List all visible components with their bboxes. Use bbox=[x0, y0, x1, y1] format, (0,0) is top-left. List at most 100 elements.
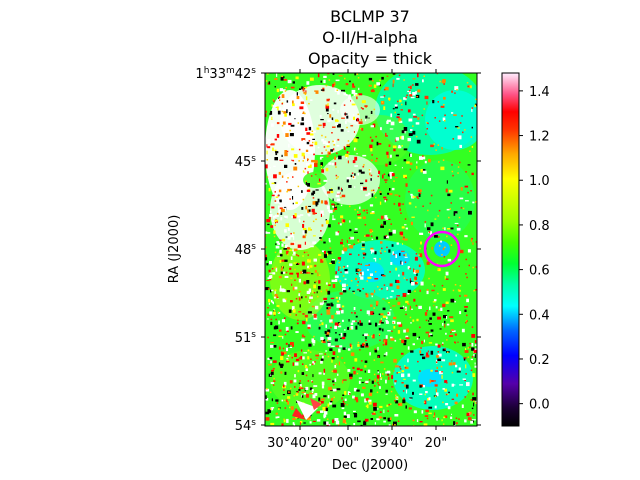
heatmap-pixel bbox=[267, 313, 271, 316]
heatmap-pixel bbox=[328, 79, 331, 81]
heatmap-pixel bbox=[290, 232, 292, 235]
heatmap-pixel bbox=[405, 405, 407, 409]
heatmap-pixel bbox=[270, 289, 272, 293]
heatmap-pixel bbox=[366, 209, 368, 212]
heatmap-pixel bbox=[299, 380, 301, 382]
heatmap-pixel bbox=[265, 80, 268, 82]
heatmap-pixel bbox=[390, 262, 393, 265]
heatmap-pixel bbox=[292, 100, 294, 105]
heatmap-pixel bbox=[345, 156, 348, 159]
heatmap-pixel bbox=[458, 216, 461, 219]
heatmap-pixel bbox=[342, 319, 344, 322]
heatmap-pixel bbox=[308, 147, 310, 150]
heatmap-pixel bbox=[326, 312, 331, 315]
heatmap-pixel bbox=[302, 111, 305, 114]
heatmap-pixel bbox=[459, 197, 464, 200]
heatmap-pixel bbox=[362, 154, 367, 157]
heatmap-pixel bbox=[274, 251, 277, 254]
heatmap-pixel bbox=[297, 255, 300, 257]
heatmap-pixel bbox=[440, 240, 442, 243]
heatmap-pixel bbox=[464, 380, 466, 382]
heatmap-pixel bbox=[278, 407, 280, 410]
heatmap-pixel bbox=[305, 374, 308, 377]
heatmap-pixel bbox=[428, 177, 431, 181]
heatmap-pixel bbox=[394, 414, 399, 417]
heatmap-pixel bbox=[276, 134, 280, 138]
heatmap-pixel bbox=[308, 209, 311, 212]
heatmap-pixel bbox=[325, 104, 328, 107]
heatmap-pixel bbox=[427, 209, 429, 212]
heatmap-pixel bbox=[337, 231, 340, 233]
heatmap-pixel bbox=[266, 388, 268, 390]
heatmap-pixel bbox=[265, 398, 269, 401]
heatmap-pixel bbox=[284, 90, 287, 92]
heatmap-pixel bbox=[297, 244, 302, 248]
heatmap-pixel bbox=[375, 322, 378, 327]
heatmap-pixel bbox=[299, 304, 301, 308]
heatmap-pixel bbox=[464, 129, 466, 131]
heatmap-pixel bbox=[276, 221, 278, 223]
heatmap-pixel bbox=[365, 343, 368, 347]
heatmap-pixel bbox=[416, 318, 419, 322]
heatmap-pixel bbox=[340, 309, 344, 312]
heatmap-pixel bbox=[369, 168, 372, 173]
heatmap-pixel bbox=[432, 100, 435, 104]
heatmap-pixel bbox=[276, 241, 280, 244]
heatmap-pixel bbox=[307, 311, 312, 314]
heatmap-pixel bbox=[311, 389, 314, 392]
heatmap-pixel bbox=[358, 169, 362, 173]
heatmap-pixel bbox=[302, 255, 304, 257]
heatmap-pixel bbox=[287, 227, 290, 231]
heatmap-pixel bbox=[343, 265, 345, 268]
heatmap-pixel bbox=[369, 352, 371, 356]
heatmap-pixel bbox=[456, 393, 458, 397]
heatmap-pixel bbox=[274, 293, 278, 298]
heatmap-pixel bbox=[278, 362, 281, 366]
heatmap-pixel bbox=[404, 366, 409, 370]
heatmap-pixel bbox=[292, 417, 296, 420]
heatmap-pixel bbox=[345, 422, 347, 424]
heatmap-pixel bbox=[362, 288, 364, 290]
heatmap-pixel bbox=[406, 328, 409, 333]
heatmap-pixel bbox=[350, 322, 354, 325]
heatmap-pixel bbox=[274, 224, 276, 227]
heatmap-pixel bbox=[293, 379, 297, 383]
heatmap-pixel bbox=[365, 179, 368, 183]
heatmap-pixel bbox=[293, 232, 295, 234]
heatmap-pixel bbox=[312, 138, 315, 140]
heatmap-pixel bbox=[439, 328, 442, 330]
heatmap-pixel bbox=[308, 288, 312, 293]
heatmap-pixel bbox=[338, 261, 340, 264]
heatmap-pixel bbox=[391, 187, 395, 191]
heatmap-pixel bbox=[345, 154, 349, 158]
heatmap-pixel bbox=[309, 421, 312, 424]
heatmap-pixel bbox=[390, 403, 392, 405]
heatmap-pixel bbox=[362, 165, 365, 168]
heatmap-pixel bbox=[331, 162, 334, 166]
heatmap-pixel bbox=[350, 344, 353, 349]
heatmap-pixel bbox=[398, 371, 401, 373]
heatmap-pixel bbox=[387, 155, 389, 159]
heatmap-pixel bbox=[415, 122, 420, 125]
heatmap-pixel bbox=[320, 167, 323, 170]
heatmap-pixel bbox=[348, 185, 352, 188]
heatmap-pixel bbox=[327, 250, 332, 255]
heatmap-pixel bbox=[408, 191, 410, 193]
heatmap-pixel bbox=[312, 211, 316, 215]
heatmap-pixel bbox=[428, 333, 430, 338]
heatmap-pixel bbox=[341, 311, 344, 314]
heatmap-pixel bbox=[447, 310, 450, 312]
heatmap-region bbox=[320, 155, 380, 205]
heatmap-pixel bbox=[373, 212, 375, 214]
heatmap-pixel bbox=[401, 145, 403, 147]
heatmap-pixel bbox=[448, 189, 453, 193]
heatmap-pixel bbox=[282, 336, 284, 339]
heatmap-pixel bbox=[380, 313, 384, 316]
heatmap-pixel bbox=[458, 265, 460, 268]
heatmap-pixel bbox=[303, 228, 307, 231]
heatmap-pixel bbox=[280, 356, 284, 360]
heatmap-pixel bbox=[467, 191, 469, 194]
heatmap-pixel bbox=[439, 80, 441, 83]
heatmap-pixel bbox=[340, 403, 345, 407]
heatmap-pixel bbox=[324, 200, 328, 205]
